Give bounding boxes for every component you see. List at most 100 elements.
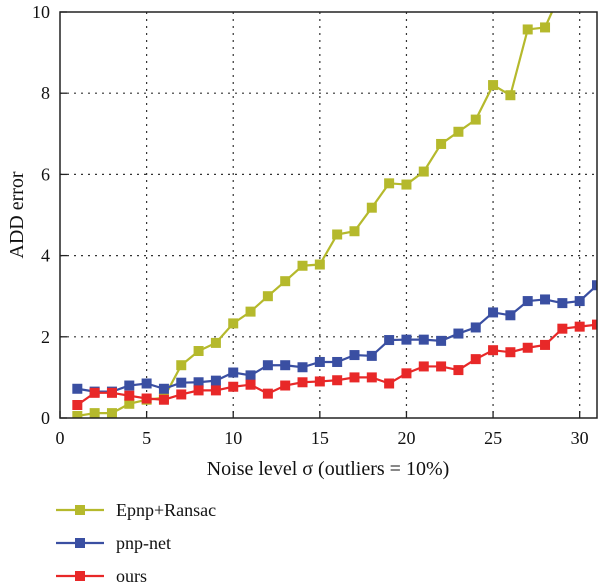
data-point [418, 334, 429, 345]
data-point [124, 390, 135, 401]
data-point [574, 321, 585, 332]
plot-frame [59, 11, 598, 419]
data-point [72, 400, 83, 411]
data-point [176, 377, 187, 388]
data-point [366, 372, 377, 383]
data-point [436, 138, 447, 149]
series-ours [72, 319, 597, 411]
data-point [245, 306, 256, 317]
data-point [401, 368, 412, 379]
data-point [280, 276, 291, 287]
legend-label: pnp-net [116, 533, 171, 553]
data-point [72, 383, 83, 394]
data-point [384, 378, 395, 389]
legend-label: Epnp+Ransac [116, 500, 216, 520]
legend-marker [75, 538, 85, 548]
data-point [193, 385, 204, 396]
data-point [262, 291, 273, 302]
data-point [505, 347, 516, 358]
data-point [314, 259, 325, 270]
x-tick-label: 30 [571, 428, 589, 448]
y-tick-label: 0 [41, 408, 50, 428]
y-tick-label: 2 [41, 327, 50, 347]
axis-ticks: 0 5 10 15 20 25 30 0 2 4 6 8 10 [32, 2, 589, 448]
data-point [418, 361, 429, 372]
data-point [228, 367, 239, 378]
data-point [193, 346, 204, 357]
data-point [557, 298, 568, 309]
y-tick-label: 10 [32, 2, 50, 22]
data-point [210, 375, 221, 386]
data-point [470, 322, 481, 333]
data-point [228, 381, 239, 392]
data-point [505, 90, 516, 101]
data-point [314, 356, 325, 367]
data-point [89, 387, 100, 398]
x-tick-label: 10 [224, 428, 242, 448]
x-tick-label: 5 [142, 428, 151, 448]
data-point [522, 296, 533, 307]
data-point [366, 202, 377, 213]
y-tick-label: 8 [41, 83, 50, 103]
data-point [158, 394, 169, 405]
data-point [349, 350, 360, 361]
data-point [262, 360, 273, 371]
data-point [245, 370, 256, 381]
y-tick-label: 6 [41, 164, 50, 184]
data-point [540, 339, 551, 350]
legend-label: ours [116, 566, 147, 586]
data-point [349, 372, 360, 383]
data-point [332, 229, 343, 240]
data-point [540, 294, 551, 305]
y-tick-label: 4 [41, 246, 50, 266]
data-point [453, 328, 464, 339]
data-point [522, 342, 533, 353]
data-point [384, 178, 395, 189]
x-tick-label: 15 [311, 428, 329, 448]
data-point [522, 24, 533, 35]
data-point [297, 362, 308, 373]
data-point [332, 375, 343, 386]
data-point [124, 380, 135, 391]
legend-item: ours [56, 566, 147, 586]
data-point [297, 260, 308, 271]
data-point [574, 296, 585, 307]
legend-item: pnp-net [56, 533, 171, 553]
legend-item: Epnp+Ransac [56, 500, 216, 520]
data-point [141, 393, 152, 404]
data-point [210, 337, 221, 348]
data-point [72, 410, 83, 418]
series-layer [72, 12, 597, 418]
data-point [349, 226, 360, 237]
data-point [488, 80, 499, 91]
data-point [401, 334, 412, 345]
data-point [89, 408, 100, 418]
data-point [488, 307, 499, 318]
data-point [453, 365, 464, 376]
data-point [124, 398, 135, 409]
data-point [540, 22, 551, 33]
data-point [280, 380, 291, 391]
data-point [297, 377, 308, 388]
data-point [245, 379, 256, 390]
data-point [141, 378, 152, 389]
grid-lines [60, 12, 597, 418]
data-point [106, 387, 117, 398]
data-point [228, 318, 239, 329]
data-point [193, 377, 204, 388]
legend-marker [75, 571, 85, 581]
data-point [280, 360, 291, 371]
y-axis-title: ADD error [6, 171, 28, 259]
legend: Epnp+Ransac pnp-net ours [56, 500, 216, 586]
data-point [436, 361, 447, 372]
data-point [106, 408, 117, 418]
data-point [470, 114, 481, 125]
data-point [314, 376, 325, 387]
data-point [210, 385, 221, 396]
data-point [592, 319, 597, 330]
data-point [470, 354, 481, 365]
data-point [384, 335, 395, 346]
x-tick-label: 0 [56, 428, 65, 448]
data-point [557, 323, 568, 334]
